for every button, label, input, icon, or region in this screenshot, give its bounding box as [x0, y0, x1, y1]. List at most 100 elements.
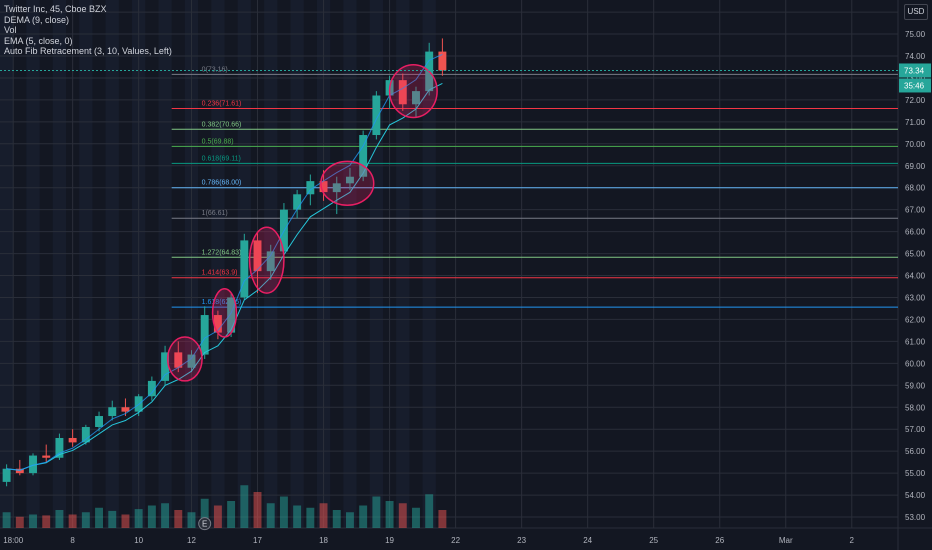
countdown-badge	[899, 78, 931, 93]
candle-body	[372, 95, 381, 136]
volume-bar	[55, 510, 64, 528]
volume-bar	[121, 514, 130, 528]
volume-bar	[372, 496, 381, 528]
candle-body	[15, 468, 24, 474]
volume-bar	[319, 503, 328, 528]
last-price-badge	[899, 63, 931, 78]
volume-bar	[95, 507, 104, 528]
volume-bar	[187, 512, 196, 528]
candle-body	[412, 91, 420, 105]
highlight-ellipse	[320, 160, 375, 207]
legend-title: Twitter Inc, 45, Cboe BZX	[4, 4, 107, 14]
candle-body	[359, 135, 368, 177]
highlight-ellipse	[166, 336, 203, 382]
fib-level-label: 0.382(70.66)	[202, 121, 242, 128]
candle-body	[161, 352, 170, 381]
volume-bar	[266, 503, 275, 528]
candle-body	[42, 455, 51, 458]
session-band	[422, 0, 436, 528]
fib-level-label: 1.618(62.56)	[202, 299, 242, 306]
candle-body	[253, 240, 262, 272]
y-tick-label: 71.00	[905, 118, 926, 127]
volume-bar	[359, 505, 368, 528]
y-tick-label: 70.00	[905, 140, 926, 149]
session-band	[158, 0, 172, 528]
y-tick-label: 54.00	[905, 491, 926, 500]
x-tick-label: 19	[385, 536, 394, 545]
y-tick-label: 66.00	[905, 228, 926, 237]
volume-bar	[412, 507, 420, 528]
fib-level-label: 0(73.16)	[202, 66, 228, 73]
candle-body	[187, 354, 196, 368]
x-tick-label: 8	[70, 536, 75, 545]
y-tick-label: 68.00	[905, 184, 926, 193]
x-tick-label: 18	[319, 536, 328, 545]
y-tick-label: 56.00	[905, 447, 926, 456]
candle-body	[108, 407, 117, 417]
fib-level-label: 1(66.61)	[202, 210, 228, 217]
candle-body	[332, 183, 341, 193]
candle-body	[29, 455, 37, 474]
session-band	[343, 0, 357, 528]
legend-ema[interactable]: EMA (5, close, 0)	[4, 35, 73, 46]
x-tick-label: 17	[253, 536, 262, 545]
volume-bar	[345, 512, 354, 528]
currency-label[interactable]: USD	[904, 4, 928, 20]
candle-body	[55, 437, 64, 458]
volume-bar	[253, 492, 262, 528]
candle-body	[293, 194, 302, 210]
volume-bar	[15, 516, 24, 528]
volume-bar	[147, 505, 156, 528]
fib-level-label: 1.272(64.83)	[202, 249, 242, 256]
last-price-label: 73.34	[904, 66, 925, 75]
candle-body	[200, 315, 209, 355]
volume-bar	[81, 512, 90, 528]
y-tick-label: 55.00	[905, 469, 926, 478]
x-tick-label: 24	[583, 536, 592, 545]
y-tick-label: 62.00	[905, 315, 926, 324]
volume-bar	[42, 515, 51, 528]
session-band	[290, 0, 304, 528]
ema-line	[6, 82, 443, 471]
session-band	[211, 0, 225, 528]
candle-body	[147, 380, 156, 397]
session-band	[369, 0, 383, 528]
candle-body	[81, 427, 90, 443]
candle-body	[438, 51, 447, 71]
candle-body	[227, 297, 236, 333]
y-tick-label: 53.00	[905, 513, 926, 522]
volume-bar	[108, 510, 117, 528]
y-tick-label: 67.00	[905, 206, 926, 215]
fib-level-label: 0.236(71.61)	[202, 100, 242, 107]
x-tick-label: 12	[187, 536, 196, 545]
y-tick-label: 74.00	[905, 52, 926, 61]
volume-bar	[213, 505, 222, 528]
countdown-label: 35:46	[904, 81, 925, 90]
x-tick-label: 25	[649, 536, 658, 545]
highlight-ellipse	[211, 287, 238, 338]
volume-bar	[29, 514, 37, 528]
candle-body	[345, 176, 354, 184]
chart-legend: Twitter Inc, 45, Cboe BZX DEMA (9, close…	[4, 4, 172, 57]
volume-bar	[332, 510, 341, 528]
x-tick-label: 26	[715, 536, 724, 545]
candle-body	[2, 468, 11, 482]
legend-vol[interactable]: Vol	[4, 25, 17, 35]
y-tick-label: 65.00	[905, 250, 926, 259]
x-tick-label: 23	[517, 536, 526, 545]
highlight-ellipse	[388, 64, 438, 119]
legend-dema[interactable]: DEMA (9, close)	[4, 14, 70, 25]
volume-bar	[161, 503, 170, 528]
legend-autofib[interactable]: Auto Fib Retracement (3, 10, Values, Lef…	[4, 46, 172, 56]
y-tick-label: 61.00	[905, 337, 926, 346]
volume-bar	[68, 514, 77, 528]
y-tick-label: 57.00	[905, 425, 926, 434]
session-band	[105, 0, 119, 528]
session-band	[396, 0, 410, 528]
volume-bar	[134, 509, 143, 528]
earnings-marker-label: E	[202, 520, 207, 529]
volume-bar	[438, 510, 447, 528]
highlight-ellipse	[248, 226, 285, 294]
y-tick-label: 63.00	[905, 293, 926, 302]
